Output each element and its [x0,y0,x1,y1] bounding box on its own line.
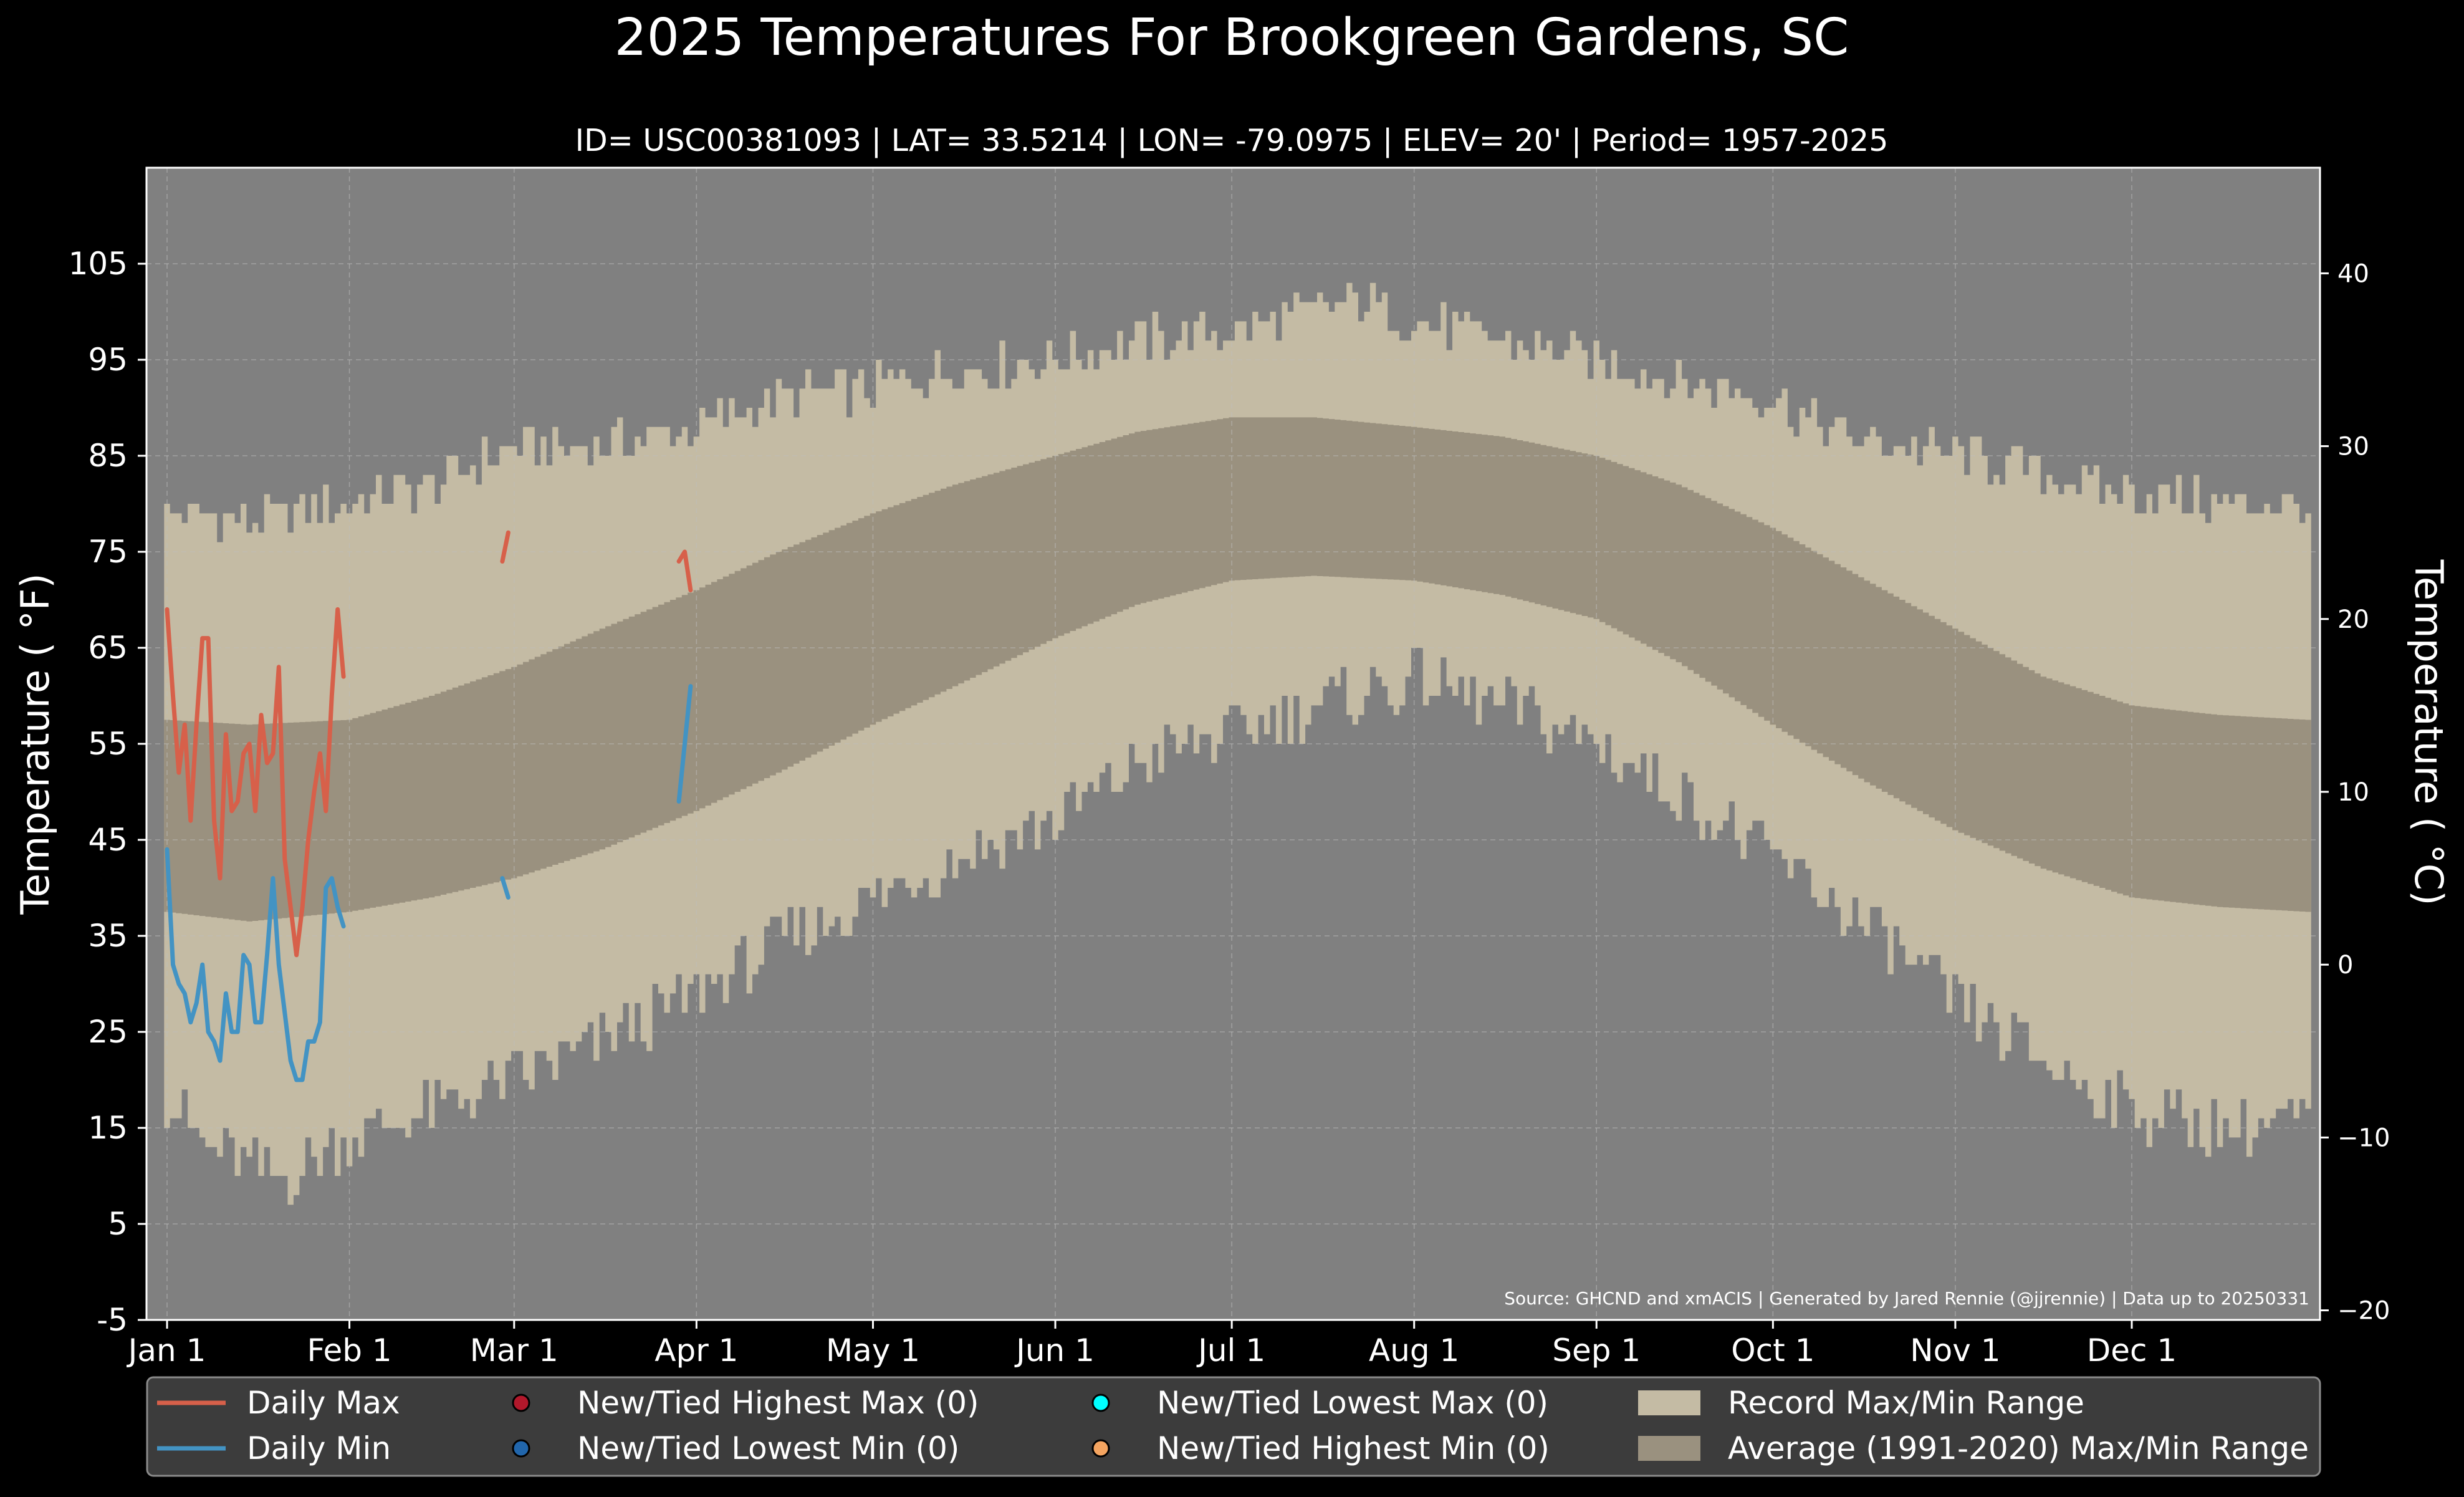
x-tick-label: May 1 [826,1332,920,1369]
legend-box-swatch [1638,1436,1700,1461]
y-tick-label: 85 [88,438,128,474]
legend-dot-swatch [1091,1394,1110,1412]
x-tick-label: Dec 1 [2087,1332,2177,1369]
y-axis-label: Temperature ( °F) [12,573,58,915]
x-tick-label: Jul 1 [1196,1332,1265,1369]
record-range-band [164,282,2311,1205]
daily-max-line [165,607,346,958]
legend-item: New/Tied Lowest Min (0) [512,1430,959,1466]
source-note: Source: GHCND and xmACIS | Generated by … [1504,1288,2309,1309]
x-tick-label: Sep 1 [1552,1332,1641,1369]
y2-tick-label: 20 [2337,605,2369,634]
legend: Daily Max Daily Min New/Tied Highest Max (… [146,1376,2321,1477]
daily-max-line [676,549,693,593]
y-tick-label: -5 [97,1302,128,1338]
x-tick-label: Feb 1 [307,1332,391,1369]
average-range-layer [164,417,2311,922]
daily-min-line [500,876,511,900]
y-tick-label: 35 [88,918,128,954]
y-tick-label: 25 [88,1014,128,1050]
x-tick-label: Jun 1 [1014,1332,1095,1369]
y-tick-label: 75 [88,534,128,570]
legend-item: Record Max/Min Range [1638,1385,2084,1421]
x-tick-label: Nov 1 [1910,1332,2000,1369]
y2-tick-label: −10 [2337,1124,2390,1152]
y2-tick-label: 0 [2337,951,2353,980]
legend-label: Average (1991-2020) Max/Min Range [1728,1430,2309,1466]
y-tick-label: 5 [108,1206,128,1242]
legend-label: New/Tied Lowest Max (0) [1157,1385,1548,1421]
legend-item: Average (1991-2020) Max/Min Range [1638,1430,2309,1466]
y-tick-label: 95 [88,342,128,378]
legend-box-swatch [1638,1390,1700,1415]
legend-label: New/Tied Lowest Min (0) [577,1430,959,1466]
legend-box [146,1376,2321,1477]
axes-layer: -5 5 15 25 35 45 55 65 75 85 95 105 Jan 1 Feb 1 Mar 1 A… [69,246,2390,1369]
x-tick-label: Aug 1 [1369,1332,1459,1369]
y2-tick-label: 10 [2337,778,2369,807]
daily-min-line [676,684,693,804]
y-tick-label: 105 [69,246,128,282]
y-tick-label: 65 [88,630,128,666]
y2-axis-label: Temperature ( °C) [2406,559,2452,906]
y-tick-label: 55 [88,726,128,762]
legend-label: Daily Min [247,1430,391,1466]
legend-item: New/Tied Highest Max (0) [512,1385,979,1421]
legend-dot-swatch [512,1439,530,1458]
daily-max-line [500,530,511,564]
legend-item: New/Tied Lowest Max (0) [1091,1385,1548,1421]
x-tick-label: Oct 1 [1731,1332,1814,1369]
legend-label: Daily Max [247,1385,400,1421]
chart-subtitle: ID= USC00381093 | LAT= 33.5214 | LON= -7… [575,123,1889,158]
daily-min-line [165,847,346,1082]
x-tick-label: Mar 1 [470,1332,558,1369]
y2-tick-label: 30 [2337,433,2369,461]
average-range-band [164,417,2311,922]
x-tick-label: Apr 1 [654,1332,738,1369]
legend-label: Record Max/Min Range [1728,1385,2084,1421]
series-layer [165,530,693,1082]
legend-item: Daily Max [157,1385,400,1421]
legend-dot-swatch [512,1394,530,1412]
y2-tick-label: −20 [2337,1297,2390,1326]
grid-layer [146,168,2320,1320]
legend-item: Daily Min [157,1430,391,1466]
y-tick-label: 15 [88,1110,128,1146]
x-tick-label: Jan 1 [127,1332,206,1369]
y-tick-label: 45 [88,822,128,858]
legend-item: New/Tied Highest Min (0) [1091,1430,1550,1466]
record-range-layer [164,282,2311,1205]
legend-dot-swatch [1091,1439,1110,1458]
y2-tick-label: 40 [2337,259,2369,288]
legend-label: New/Tied Highest Max (0) [577,1385,979,1421]
chart-title: 2025 Temperatures For Brookgreen Gardens… [615,8,1849,67]
legend-label: New/Tied Highest Min (0) [1157,1430,1550,1466]
